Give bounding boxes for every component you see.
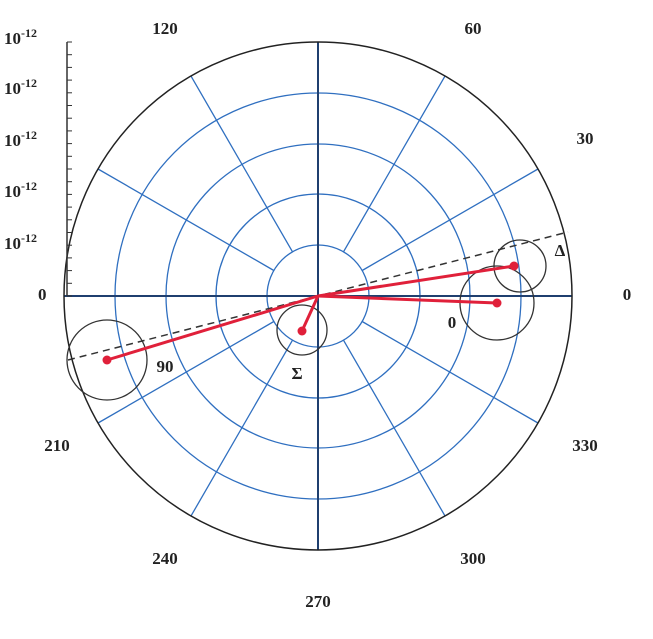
vector [317,264,515,298]
radial-label: 10-12 [4,76,37,98]
uncertainty-circle [493,239,547,293]
label-base: 10 [4,79,21,98]
angle-label: 210 [44,436,70,455]
angle-label: 300 [460,549,486,568]
grid-spoke [342,75,446,253]
angle-label: 60 [465,19,482,38]
label-base: 10 [4,29,21,48]
angle-label: 270 [305,592,331,611]
label-base: 0 [38,285,47,304]
grid-spoke [361,168,539,272]
radial-label: 10-12 [4,231,37,253]
angle-label: 30 [577,129,594,148]
vector-label: Δ [555,241,566,260]
outer-ring [63,41,573,551]
uncertainty-circle [276,304,328,356]
vector-tip [492,298,502,308]
vectors [66,239,547,401]
grid-spoke [190,339,294,517]
angle-label: 330 [572,436,598,455]
label-exponent: -12 [21,179,37,193]
label-exponent: -12 [21,231,37,245]
vector-label: 0 [448,313,457,332]
vector [317,294,498,305]
angle-label: 0 [623,285,632,304]
uncertainty-circle [66,319,148,401]
angle-label: 240 [152,549,178,568]
label-base: 10 [4,182,21,201]
grid-spoke [361,320,539,424]
label-exponent: -12 [21,26,37,40]
radial-label: 10-12 [4,179,37,201]
label-exponent: -12 [21,76,37,90]
label-base: 10 [4,234,21,253]
vector-tip [509,261,519,271]
vector-tip [102,355,112,365]
radial-label: 10-12 [4,128,37,150]
grid-spoke [97,320,275,424]
label-base: 10 [4,131,21,150]
vector [106,294,319,362]
vector-label: Σ [291,364,302,383]
radial-label: 0 [38,285,47,304]
vector [300,295,320,332]
angle-label: 120 [152,19,178,38]
radial-label: 10-12 [4,26,37,48]
vector-tip [297,326,307,336]
grid-spoke [342,339,446,517]
grid-spoke [97,168,275,272]
grid-spoke [190,75,294,253]
label-exponent: -12 [21,128,37,142]
vector-label: 90 [157,357,174,376]
